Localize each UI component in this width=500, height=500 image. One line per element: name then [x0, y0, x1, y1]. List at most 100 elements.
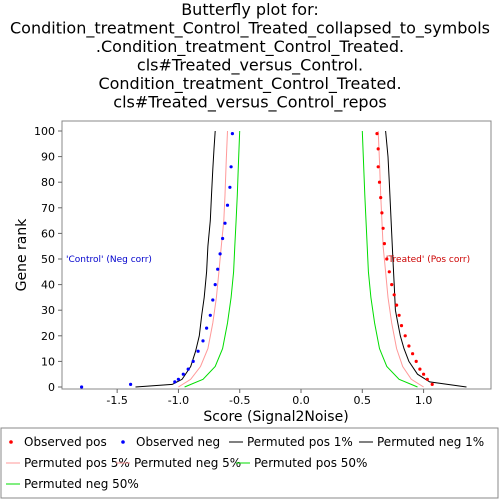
point-observed-pos — [411, 352, 415, 356]
point-observed-neg — [181, 372, 185, 376]
y-tick-label: 30 — [41, 304, 55, 317]
title-line: .Condition_treatment_Control_Treated. — [96, 37, 404, 57]
legend-item: Permuted pos 1% — [229, 435, 353, 449]
point-observed-pos — [380, 211, 384, 215]
point-observed-pos — [385, 257, 389, 261]
point-observed-pos — [397, 313, 401, 317]
y-tick-label: 70 — [41, 202, 55, 215]
point-observed-neg — [223, 221, 227, 225]
plot-area — [61, 120, 492, 390]
legend-label: Permuted pos 50% — [254, 456, 367, 470]
point-observed-neg — [229, 165, 233, 169]
point-observed-pos — [377, 180, 382, 184]
y-tick-label: 0 — [48, 381, 55, 394]
axis-ticks: -1.5 -1.0 -0.5 0.0 0.5 1.0 0 10 20 30 40 50 60 70 80 90… — [34, 125, 432, 407]
point-observed-neg — [208, 313, 212, 317]
point-observed-neg — [173, 380, 177, 384]
y-tick-label: 40 — [41, 279, 55, 292]
point-observed-neg — [213, 283, 217, 287]
x-tick-label: 0.0 — [292, 394, 310, 407]
point-observed-neg — [230, 132, 234, 136]
point-observed-neg — [129, 382, 133, 386]
point-observed-pos — [430, 382, 434, 386]
series-line-permuted-pos-50- — [361, 130, 418, 388]
point-observed-neg — [196, 349, 200, 353]
point-observed-neg — [176, 377, 180, 381]
point-observed-pos — [376, 165, 380, 169]
point-observed-neg — [211, 298, 215, 302]
legend-item: Observed pos — [9, 435, 107, 449]
title-line: cls#Treated_versus_Control. — [137, 56, 363, 76]
point-observed-pos — [422, 372, 426, 376]
legend-label: Permuted neg 1% — [377, 435, 484, 449]
series-line-permuted-neg-1- — [135, 130, 216, 388]
point-observed-pos — [414, 359, 418, 363]
point-observed-pos — [390, 283, 394, 287]
point-observed-pos — [379, 196, 383, 200]
series-line-permuted-pos-1- — [385, 130, 467, 388]
y-tick-label: 100 — [34, 125, 55, 138]
legend-item: Permuted neg 1% — [359, 435, 484, 449]
legend-item: Permuted neg 50% — [6, 477, 139, 491]
x-axis-label: Score (Signal2Noise) — [203, 409, 348, 425]
point-observed-pos — [425, 377, 429, 381]
legend-item: Permuted pos 5% — [6, 456, 130, 470]
point-observed-pos — [376, 147, 380, 151]
legend-marker — [121, 440, 125, 444]
y-tick-label: 80 — [41, 176, 55, 189]
title-line: cls#Treated_versus_Control_repos — [113, 93, 386, 113]
legend-item: Observed neg — [121, 435, 220, 449]
annotation-label: 'Treated' (Pos corr) — [386, 255, 470, 265]
series-line-permuted-neg-5- — [178, 130, 228, 388]
y-axis-label: Gene rank — [14, 218, 30, 292]
x-tick-label: -1.0 — [168, 394, 189, 407]
x-tick-label: -1.5 — [106, 394, 127, 407]
point-observed-pos — [395, 303, 399, 307]
point-observed-pos — [403, 334, 407, 338]
legend-label: Permuted neg 5% — [134, 456, 241, 470]
point-observed-pos — [375, 132, 379, 136]
y-tick-label: 90 — [41, 151, 55, 164]
point-observed-neg — [218, 252, 222, 256]
point-observed-neg — [205, 326, 209, 330]
y-tick-label: 60 — [41, 227, 55, 240]
point-observed-neg — [186, 367, 190, 371]
point-observed-pos — [382, 242, 386, 246]
legend-entries: Observed pos Observed neg Permuted pos 1% P… — [6, 435, 484, 491]
y-tick-label: 50 — [41, 253, 55, 266]
series-line-permuted-pos-5- — [377, 130, 424, 388]
legend-label: Permuted pos 5% — [24, 456, 130, 470]
point-observed-neg — [216, 267, 220, 271]
title-line: Butterfly plot for: — [181, 0, 319, 19]
point-observed-pos — [418, 367, 422, 371]
y-tick-label: 10 — [41, 355, 55, 368]
point-observed-neg — [80, 385, 84, 389]
legend-label: Observed pos — [24, 435, 107, 449]
chart-title: Butterfly plot for:Condition_treatment_C… — [10, 0, 490, 113]
annotation-label: 'Control' (Neg corr) — [66, 255, 152, 265]
point-observed-pos — [381, 226, 385, 230]
legend-item: Permuted pos 50% — [236, 456, 367, 470]
legend-label: Permuted neg 50% — [24, 477, 139, 491]
legend-label: Permuted pos 1% — [247, 435, 353, 449]
x-tick-label: 0.5 — [354, 394, 372, 407]
point-observed-neg — [228, 185, 232, 189]
legend-label: Observed neg — [136, 435, 220, 449]
point-observed-pos — [392, 293, 396, 297]
point-observed-neg — [191, 359, 195, 363]
point-observed-pos — [387, 270, 391, 274]
legend-marker — [9, 440, 13, 444]
title-line: Condition_treatment_Control_Treated_coll… — [10, 19, 490, 39]
annotations: 'Control' (Neg corr) 'Treated' (Pos corr) — [66, 255, 470, 265]
point-observed-neg — [201, 339, 205, 343]
point-observed-neg — [225, 203, 230, 207]
series-layer — [80, 130, 467, 389]
title-line: Condition_treatment_Control_Treated. — [98, 74, 401, 94]
point-observed-pos — [399, 324, 404, 328]
x-tick-label: -0.5 — [229, 394, 250, 407]
y-tick-label: 20 — [41, 330, 55, 343]
point-observed-pos — [407, 344, 411, 348]
x-tick-label: 1.0 — [415, 394, 433, 407]
point-observed-neg — [221, 236, 225, 241]
